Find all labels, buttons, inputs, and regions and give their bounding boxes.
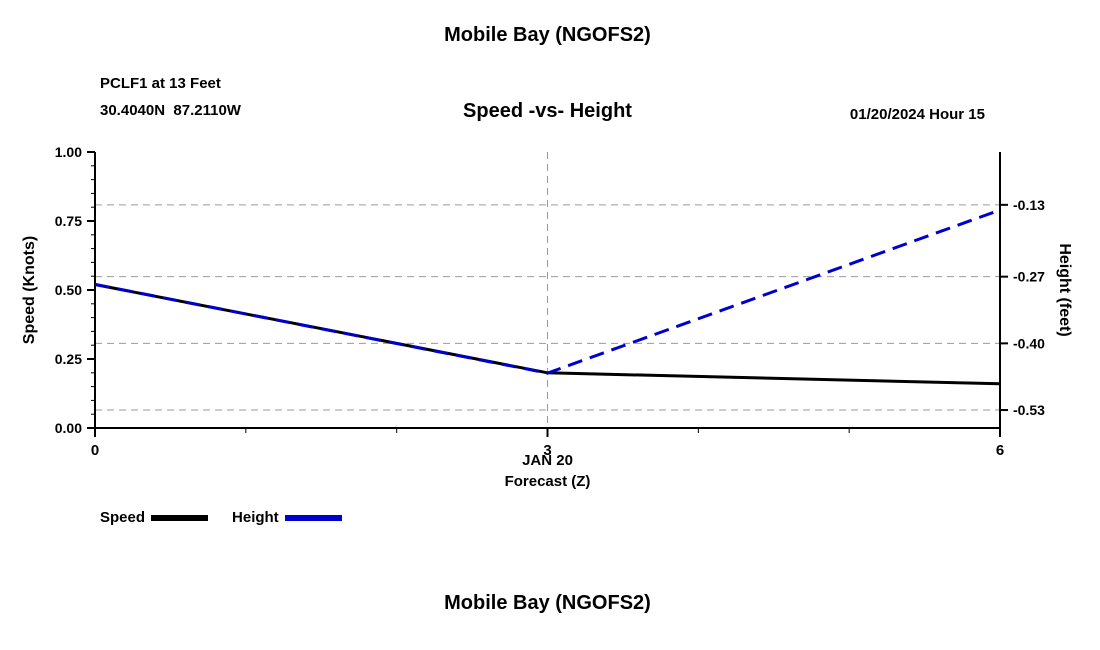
x-tick-label: 0 — [91, 442, 99, 459]
page-title: Mobile Bay (NGOFS2) — [444, 24, 651, 46]
right-tick-label: -0.53 — [1013, 402, 1045, 418]
chart-legend: Speed Height — [100, 509, 342, 526]
forecast-datetime: 01/20/2024 Hour 15 — [849, 106, 985, 123]
station-name: PCLF1 at 13 Feet — [100, 75, 221, 92]
x-axis-date-label: JAN 20 — [522, 452, 573, 469]
station-coordinates: 30.4040N 87.2110W — [100, 102, 241, 119]
height-line — [94, 208, 1001, 375]
x-tick-label: 6 — [996, 442, 1004, 459]
left-tick-label: 0.50 — [55, 282, 82, 298]
right-tick-label: -0.40 — [1013, 335, 1045, 351]
left-tick-label: 0.00 — [55, 420, 82, 436]
legend-height-label: Height — [232, 509, 279, 526]
chart-subtitle: Speed -vs- Height — [463, 100, 632, 122]
station-info: PCLF1 at 13 Feet 30.4040N 87.2110W — [100, 70, 241, 124]
bottom-page-title: Mobile Bay (NGOFS2) — [444, 592, 651, 614]
right-tick-label: -0.27 — [1013, 269, 1045, 285]
left-tick-label: 0.75 — [55, 213, 82, 229]
left-tick-label: 1.00 — [55, 144, 82, 160]
x-axis-label: Forecast (Z) — [504, 473, 591, 490]
height-line-swatch — [284, 514, 342, 521]
left-tick-label: 0.25 — [55, 351, 82, 367]
speed-line-swatch — [151, 514, 209, 521]
x-tick-label: 3 — [543, 442, 551, 459]
legend-speed-label: Speed — [100, 509, 146, 526]
right-tick-label: -0.13 — [1013, 197, 1045, 213]
